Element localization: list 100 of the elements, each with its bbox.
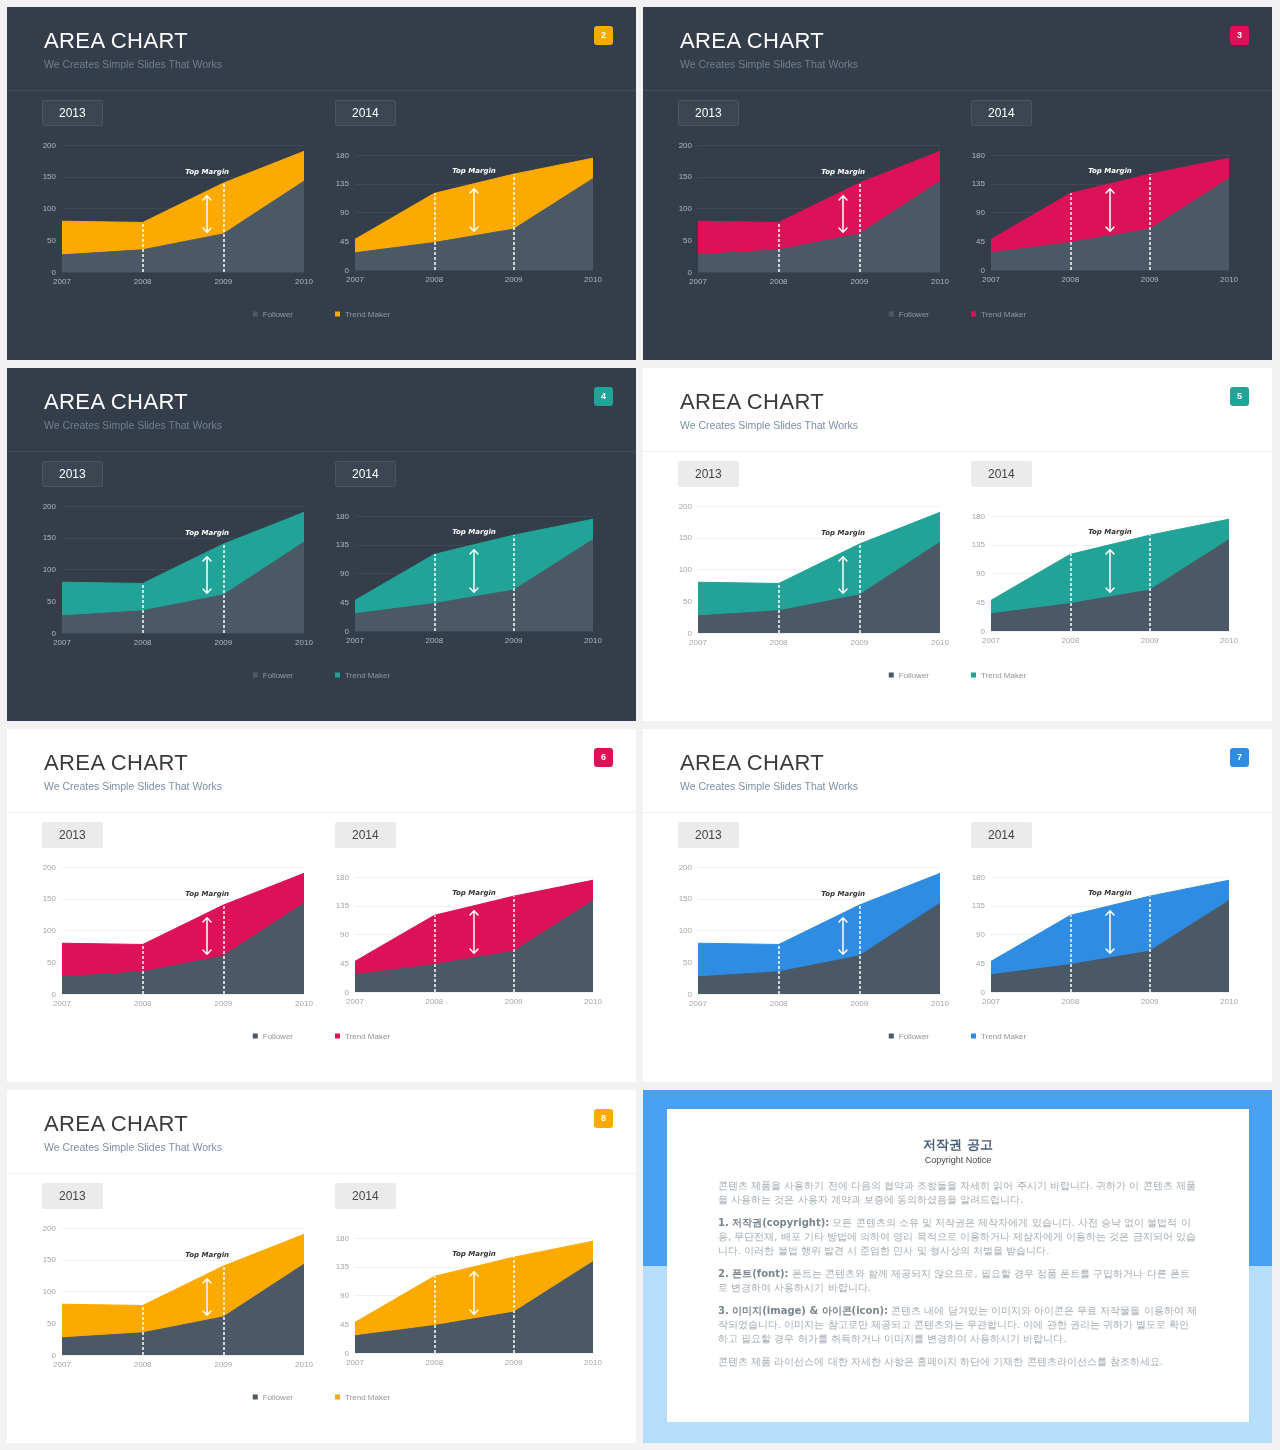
y-tick-label: 0 bbox=[980, 626, 986, 636]
x-tick-label: 2010 bbox=[295, 1359, 314, 1369]
text: 1. 저작권(copyright): 모든 콘텐츠의 소유 및 저작권은 제작자에게 있습니다. 사전 승낙 없이 불법적 이용, 무단전재, 배포 기타 방법에 의하여 영리 목적으로 이용하거나 제삼자에게 이용하는 것은 금지되어 있습니다. 이러한 불법 행위 발견 시 준엄한 민사 및 형사상의 처벌을 받습니다. bbox=[718, 1216, 1197, 1258]
chart-title: 2013 bbox=[59, 1189, 87, 1203]
x-tick-label: 2009 bbox=[850, 998, 869, 1008]
y-tick-label: 0 bbox=[344, 987, 350, 997]
text: We Creates Simple Slides That Works bbox=[44, 58, 222, 71]
chart-title: 2013 bbox=[695, 106, 723, 120]
y-tick-label: 0 bbox=[980, 987, 986, 997]
y-tick-label: 0 bbox=[687, 267, 693, 277]
y-tick-label: 45 bbox=[976, 236, 986, 246]
y-tick-label: 135 bbox=[971, 540, 986, 550]
y-tick-label: 50 bbox=[47, 1318, 57, 1328]
text: AREA CHART bbox=[680, 750, 825, 776]
y-tick-label: 0 bbox=[344, 1348, 350, 1358]
x-tick-label: 2010 bbox=[1220, 635, 1239, 645]
x-tick-label: 2007 bbox=[346, 635, 365, 645]
x-tick-label: 2008 bbox=[425, 996, 444, 1006]
x-tick-label: 2010 bbox=[931, 637, 950, 647]
x-tick-label: 2008 bbox=[133, 276, 153, 286]
x-tick-label: 2010 bbox=[295, 276, 314, 286]
x-tick-label: 2009 bbox=[850, 276, 869, 286]
text: Copyright Notice bbox=[924, 1155, 992, 1166]
chart-title: 2014 bbox=[988, 467, 1016, 481]
y-tick-label: 0 bbox=[51, 989, 57, 999]
y-tick-label: 200 bbox=[678, 140, 693, 150]
y-tick-label: 90 bbox=[976, 569, 986, 578]
x-tick-label: 2007 bbox=[53, 1359, 72, 1369]
y-tick-label: 135 bbox=[335, 901, 350, 911]
x-tick-label: 2010 bbox=[931, 276, 950, 286]
y-tick-label: 150 bbox=[42, 172, 57, 182]
y-tick-label: 90 bbox=[976, 930, 986, 939]
y-tick-label: 45 bbox=[340, 597, 350, 607]
y-tick-label: 0 bbox=[980, 265, 986, 275]
x-tick-label: 2007 bbox=[346, 996, 365, 1006]
x-tick-label: 2010 bbox=[1220, 274, 1239, 284]
text: 7 bbox=[1236, 752, 1242, 762]
text: We Creates Simple Slides That Works bbox=[44, 780, 222, 793]
y-tick-label: 45 bbox=[340, 236, 350, 246]
x-tick-label: 2009 bbox=[1140, 274, 1160, 284]
x-tick-label: 2008 bbox=[769, 998, 789, 1008]
text: 2. 폰트(font): 폰트는 콘텐츠와 함께 제공되지 않으므로, 필요할 경우 정품 폰트를 구입하거나 다른 폰트로 변경하여 사용하시기 바랍니다. bbox=[718, 1267, 1191, 1295]
chart-title: 2014 bbox=[352, 106, 380, 120]
x-tick-label: 2008 bbox=[1061, 635, 1080, 645]
x-tick-label: 2010 bbox=[584, 1357, 603, 1367]
y-tick-label: 100 bbox=[42, 926, 57, 935]
x-tick-label: 2007 bbox=[53, 276, 72, 286]
y-tick-label: 50 bbox=[683, 957, 693, 967]
x-tick-label: 2009 bbox=[214, 637, 233, 647]
y-tick-label: 180 bbox=[335, 150, 350, 160]
x-tick-label: 2008 bbox=[1061, 996, 1080, 1006]
text: 8 bbox=[600, 1113, 606, 1123]
x-tick-label: 2009 bbox=[850, 637, 869, 647]
text: AREA CHART bbox=[680, 389, 825, 415]
x-tick-label: 2008 bbox=[133, 998, 153, 1008]
text: AREA CHART bbox=[44, 28, 189, 54]
y-tick-label: 100 bbox=[42, 1287, 57, 1296]
y-tick-label: 50 bbox=[683, 235, 693, 245]
x-tick-label: 2010 bbox=[931, 998, 950, 1008]
text: 4 bbox=[600, 391, 606, 401]
text: AREA CHART bbox=[44, 750, 189, 776]
y-tick-label: 180 bbox=[335, 872, 350, 882]
legend-label: Trend Maker bbox=[345, 1031, 391, 1041]
x-tick-label: 2008 bbox=[425, 1357, 444, 1367]
y-tick-label: 180 bbox=[335, 1233, 350, 1243]
x-tick-label: 2008 bbox=[425, 635, 444, 645]
chart-title: 2013 bbox=[695, 828, 723, 842]
x-tick-label: 2008 bbox=[425, 274, 444, 284]
x-tick-label: 2009 bbox=[504, 996, 524, 1006]
chart-title: 2014 bbox=[352, 828, 380, 842]
x-tick-label: 2008 bbox=[769, 276, 789, 286]
x-tick-label: 2010 bbox=[1220, 996, 1239, 1006]
y-tick-label: 45 bbox=[340, 958, 350, 968]
legend-label: Trend Maker bbox=[981, 1031, 1027, 1041]
text: 3 bbox=[1236, 30, 1242, 40]
text: We Creates Simple Slides That Works bbox=[680, 58, 858, 71]
chart-title: 2013 bbox=[695, 467, 723, 481]
y-tick-label: 0 bbox=[51, 1350, 57, 1360]
y-tick-label: 0 bbox=[344, 626, 350, 636]
y-tick-label: 200 bbox=[42, 862, 57, 872]
legend-label: Follower bbox=[262, 670, 294, 680]
y-tick-label: 100 bbox=[678, 565, 693, 574]
y-tick-label: 150 bbox=[42, 533, 57, 543]
y-tick-label: 150 bbox=[678, 894, 693, 904]
x-tick-label: 2008 bbox=[133, 1359, 153, 1369]
legend-label: Follower bbox=[262, 1392, 294, 1402]
y-tick-label: 45 bbox=[976, 597, 986, 607]
text: We Creates Simple Slides That Works bbox=[680, 419, 858, 432]
legend-label: Follower bbox=[898, 670, 930, 680]
text: AREA CHART bbox=[44, 389, 189, 415]
legend-label: Follower bbox=[898, 1031, 930, 1041]
y-tick-label: 90 bbox=[976, 208, 986, 217]
chart-title: 2013 bbox=[59, 467, 87, 481]
y-tick-label: 90 bbox=[340, 1291, 350, 1300]
x-tick-label: 2007 bbox=[689, 998, 708, 1008]
x-tick-label: 2010 bbox=[295, 637, 314, 647]
y-tick-label: 50 bbox=[47, 957, 57, 967]
x-tick-label: 2010 bbox=[295, 998, 314, 1008]
text: 5 bbox=[1236, 391, 1242, 401]
x-tick-label: 2009 bbox=[504, 635, 524, 645]
